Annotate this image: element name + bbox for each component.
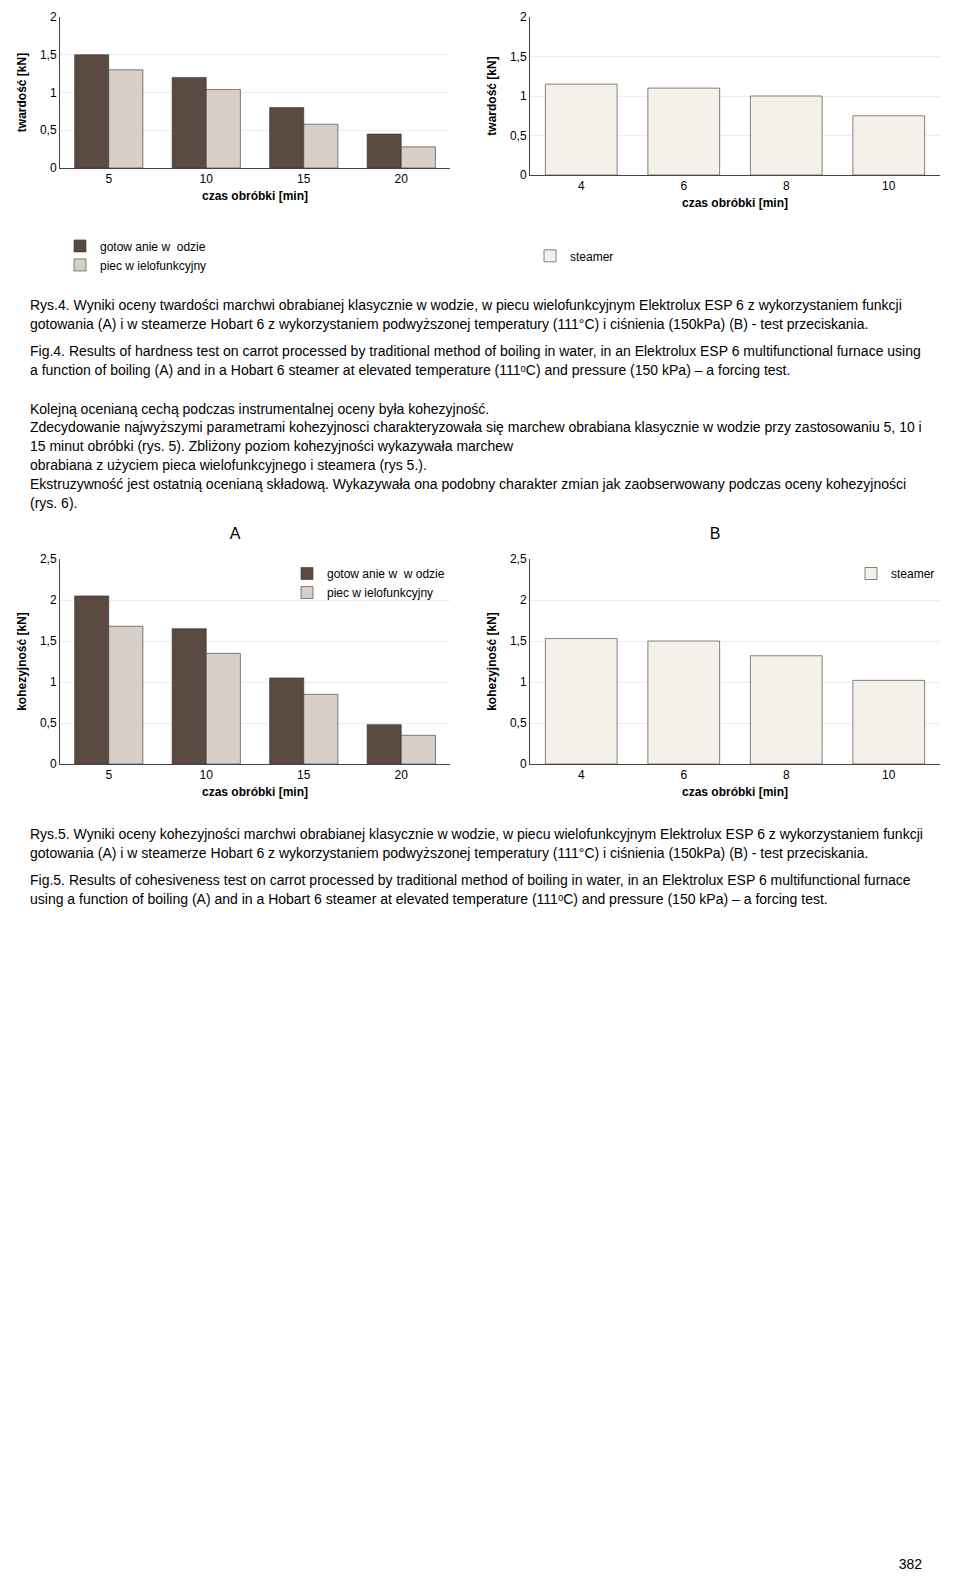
svg-text:czas obróbki [min]: czas obróbki [min] (682, 196, 788, 210)
svg-text:10: 10 (882, 768, 896, 782)
svg-text:0: 0 (520, 757, 527, 771)
svg-text:5: 5 (105, 172, 112, 186)
svg-text:kohezyjność [kN]: kohezyjność [kN] (15, 612, 29, 711)
svg-text:2: 2 (520, 10, 527, 24)
html-text:Kolejną ocenianą cechą podczas: Kolejną ocenianą cechą podczas instrumen… (30, 400, 490, 417)
svg-text:10: 10 (882, 179, 896, 193)
html-text:obrabiana z użyciem pieca wiel: obrabiana z użyciem pieca wielofunkcyjne… (30, 457, 427, 474)
html-text:382: 382 (898, 1556, 922, 1572)
svg-text:1,5: 1,5 (40, 48, 57, 62)
svg-text:0: 0 (520, 168, 527, 182)
html-text:Fig.5. Results of cohesiveness: Fig.5. Results of cohesiveness test on c… (30, 871, 911, 907)
svg-text:15: 15 (297, 768, 311, 782)
svg-text:5: 5 (105, 768, 112, 782)
svg-text:gotow anie w w odzie: gotow anie w w odzie (327, 567, 445, 581)
svg-text:kohezyjność [kN]: kohezyjność [kN] (485, 612, 499, 711)
html-text:Rys.5. Wyniki oceny kohezyjnoś: Rys.5. Wyniki oceny kohezyjności marchwi… (30, 825, 923, 861)
svg-text:1: 1 (520, 89, 527, 103)
svg-text:10: 10 (200, 768, 214, 782)
svg-text:A: A (230, 525, 241, 542)
svg-text:10: 10 (200, 172, 214, 186)
svg-text:piec w ielofunkcyjny: piec w ielofunkcyjny (100, 259, 206, 273)
svg-text:1,5: 1,5 (40, 634, 57, 648)
html-text:Fig.4. Results of hardness tes: Fig.4. Results of hardness test on carro… (30, 342, 921, 378)
svg-text:czas obróbki [min]: czas obróbki [min] (202, 189, 308, 203)
svg-text:2,5: 2,5 (40, 552, 57, 566)
svg-text:1: 1 (50, 86, 57, 100)
svg-text:20: 20 (395, 172, 409, 186)
html-text:Ekstruzywność jest ostatnią oc: Ekstruzywność jest ostatnią ocenianą skł… (30, 476, 907, 511)
svg-text:2,5: 2,5 (510, 552, 527, 566)
html-text:Rys.4. Wyniki oceny twardości: Rys.4. Wyniki oceny twardości marchwi ob… (30, 297, 902, 332)
svg-text:6: 6 (680, 768, 687, 782)
svg-text:twardość [kN]: twardość [kN] (485, 56, 499, 135)
svg-text:czas obróbki [min]: czas obróbki [min] (202, 785, 308, 799)
svg-text:1,5: 1,5 (510, 634, 527, 648)
svg-text:2: 2 (50, 593, 57, 607)
svg-text:0,5: 0,5 (510, 129, 527, 143)
svg-text:6: 6 (680, 179, 687, 193)
svg-text:0,5: 0,5 (510, 716, 527, 730)
svg-text:4: 4 (578, 179, 585, 193)
svg-text:0,5: 0,5 (40, 123, 57, 137)
svg-text:1: 1 (50, 675, 57, 689)
svg-text:twardość [kN]: twardość [kN] (15, 53, 29, 132)
svg-text:8: 8 (783, 179, 790, 193)
svg-text:steamer: steamer (570, 250, 613, 264)
svg-text:gotow anie w odzie: gotow anie w odzie (100, 240, 206, 254)
svg-text:20: 20 (395, 768, 409, 782)
svg-text:2: 2 (50, 10, 57, 24)
svg-text:4: 4 (578, 768, 585, 782)
html-text:Zdecydowanie najwyższymi param: Zdecydowanie najwyższymi parametrami koh… (30, 419, 922, 455)
svg-text:8: 8 (783, 768, 790, 782)
svg-text:0: 0 (50, 757, 57, 771)
svg-text:15: 15 (297, 172, 311, 186)
svg-text:2: 2 (520, 593, 527, 607)
svg-text:0: 0 (50, 161, 57, 175)
svg-text:0,5: 0,5 (40, 716, 57, 730)
svg-text:1,5: 1,5 (510, 50, 527, 64)
svg-text:B: B (710, 525, 721, 542)
svg-text:czas obróbki [min]: czas obróbki [min] (682, 785, 788, 799)
svg-text:steamer: steamer (891, 567, 934, 581)
svg-text:1: 1 (520, 675, 527, 689)
svg-text:piec w ielofunkcyjny: piec w ielofunkcyjny (327, 586, 433, 600)
